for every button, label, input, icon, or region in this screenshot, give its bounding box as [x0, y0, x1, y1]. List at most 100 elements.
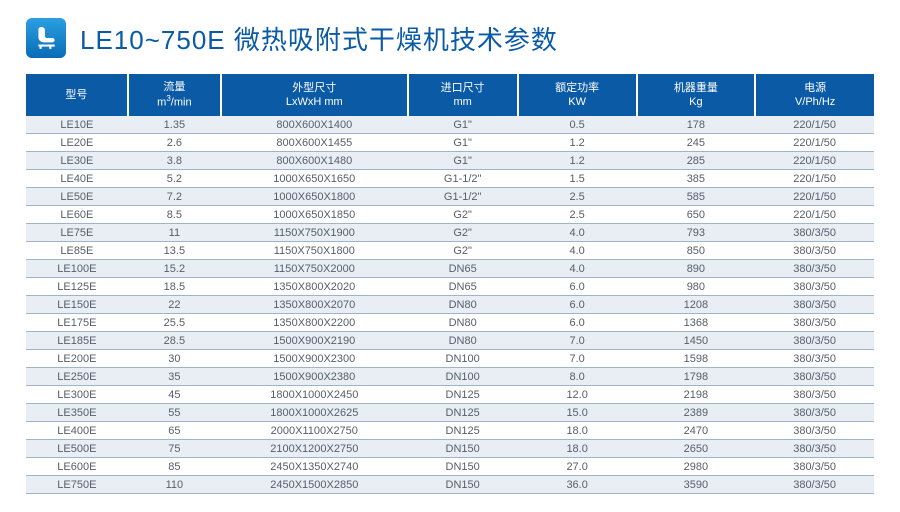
table-cell: 380/3/50: [755, 386, 874, 404]
table-cell: 1450: [637, 332, 756, 350]
table-cell: 793: [637, 224, 756, 242]
table-cell: 4.0: [518, 242, 637, 260]
page-header: LE10~750E 微热吸附式干燥机技术参数: [26, 18, 874, 58]
table-cell: 3.8: [128, 152, 221, 170]
table-cell: 4.0: [518, 260, 637, 278]
table-cell: LE85E: [26, 242, 128, 260]
column-header: 机器重量Kg: [637, 74, 756, 116]
table-cell: 220/1/50: [755, 188, 874, 206]
table-cell: 2389: [637, 404, 756, 422]
table-cell: G2": [408, 224, 518, 242]
table-cell: 380/3/50: [755, 440, 874, 458]
table-cell: 18.0: [518, 440, 637, 458]
table-cell: 1.5: [518, 170, 637, 188]
table-cell: 1798: [637, 368, 756, 386]
table-head: 型号流量m3/min外型尺寸LxWxH mm进口尺寸mm额定功率KW机器重量Kg…: [26, 74, 874, 116]
table-cell: 2470: [637, 422, 756, 440]
table-cell: DN150: [408, 440, 518, 458]
page-title: LE10~750E 微热吸附式干燥机技术参数: [80, 20, 558, 57]
table-cell: 1000X650X1800: [221, 188, 408, 206]
table-cell: LE150E: [26, 296, 128, 314]
table-cell: 1500X900X2380: [221, 368, 408, 386]
table-cell: 800X600X1455: [221, 134, 408, 152]
table-cell: 380/3/50: [755, 458, 874, 476]
table-row: LE60E8.51000X650X1850G2"2.5650220/1/50: [26, 206, 874, 224]
table-cell: 30: [128, 350, 221, 368]
table-cell: LE60E: [26, 206, 128, 224]
table-cell: 18.5: [128, 278, 221, 296]
table-cell: G2": [408, 242, 518, 260]
table-row: LE40E5.21000X650X1650G1-1/2"1.5385220/1/…: [26, 170, 874, 188]
table-cell: DN150: [408, 458, 518, 476]
table-cell: 800X600X1400: [221, 116, 408, 134]
table-row: LE600E852450X1350X2740DN15027.02980380/3…: [26, 458, 874, 476]
table-cell: 55: [128, 404, 221, 422]
table-cell: 1150X750X1900: [221, 224, 408, 242]
seat-icon: [26, 18, 66, 58]
table-cell: 1150X750X1800: [221, 242, 408, 260]
table-cell: 380/3/50: [755, 332, 874, 350]
table-cell: LE10E: [26, 116, 128, 134]
table-cell: 7.0: [518, 350, 637, 368]
table-cell: 220/1/50: [755, 206, 874, 224]
column-header: 流量m3/min: [128, 74, 221, 116]
table-row: LE20E2.6800X600X1455G1"1.2245220/1/50: [26, 134, 874, 152]
table-cell: 8.5: [128, 206, 221, 224]
table-cell: LE20E: [26, 134, 128, 152]
table-cell: 85: [128, 458, 221, 476]
table-row: LE750E1102450X1500X2850DN15036.03590380/…: [26, 476, 874, 494]
table-cell: 12.0: [518, 386, 637, 404]
table-row: LE200E301500X900X2300DN1007.01598380/3/5…: [26, 350, 874, 368]
table-cell: DN80: [408, 332, 518, 350]
table-cell: 2198: [637, 386, 756, 404]
table-cell: DN100: [408, 350, 518, 368]
table-cell: G1-1/2": [408, 170, 518, 188]
table-cell: 2450X1500X2850: [221, 476, 408, 494]
table-cell: DN80: [408, 296, 518, 314]
table-cell: 36.0: [518, 476, 637, 494]
table-cell: DN100: [408, 368, 518, 386]
table-cell: DN125: [408, 422, 518, 440]
table-row: LE350E551800X1000X2625DN12515.02389380/3…: [26, 404, 874, 422]
table-cell: LE200E: [26, 350, 128, 368]
table-row: LE75E111150X750X1900G2"4.0793380/3/50: [26, 224, 874, 242]
table-cell: 245: [637, 134, 756, 152]
table-cell: LE600E: [26, 458, 128, 476]
table-cell: 25.5: [128, 314, 221, 332]
table-cell: 6.0: [518, 278, 637, 296]
table-cell: 27.0: [518, 458, 637, 476]
table-row: LE85E13.51150X750X1800G2"4.0850380/3/50: [26, 242, 874, 260]
table-cell: LE185E: [26, 332, 128, 350]
table-cell: DN80: [408, 314, 518, 332]
table-cell: 1.2: [518, 134, 637, 152]
table-row: LE150E221350X800X2070DN806.01208380/3/50: [26, 296, 874, 314]
table-cell: DN125: [408, 386, 518, 404]
table-cell: 1350X800X2020: [221, 278, 408, 296]
table-cell: 1208: [637, 296, 756, 314]
table-cell: 220/1/50: [755, 152, 874, 170]
table-cell: 15.2: [128, 260, 221, 278]
table-row: LE100E15.21150X750X2000DN654.0890380/3/5…: [26, 260, 874, 278]
table-cell: 380/3/50: [755, 296, 874, 314]
table-cell: 850: [637, 242, 756, 260]
table-body: LE10E1.35800X600X1400G1"0.5178220/1/50LE…: [26, 116, 874, 494]
table-cell: 980: [637, 278, 756, 296]
table-cell: 380/3/50: [755, 314, 874, 332]
table-cell: 2450X1350X2740: [221, 458, 408, 476]
table-cell: 7.2: [128, 188, 221, 206]
table-row: LE175E25.51350X800X2200DN806.01368380/3/…: [26, 314, 874, 332]
table-cell: LE40E: [26, 170, 128, 188]
table-cell: 28.5: [128, 332, 221, 350]
table-cell: 1500X900X2300: [221, 350, 408, 368]
table-cell: LE400E: [26, 422, 128, 440]
table-cell: 75: [128, 440, 221, 458]
table-cell: 380/3/50: [755, 350, 874, 368]
table-cell: 2.5: [518, 188, 637, 206]
table-cell: 3590: [637, 476, 756, 494]
table-row: LE185E28.51500X900X2190DN807.01450380/3/…: [26, 332, 874, 350]
table-cell: 2100X1200X2750: [221, 440, 408, 458]
table-cell: 380/3/50: [755, 368, 874, 386]
table-cell: 1500X900X2190: [221, 332, 408, 350]
table-row: LE300E451800X1000X2450DN12512.02198380/3…: [26, 386, 874, 404]
column-header: 外型尺寸LxWxH mm: [221, 74, 408, 116]
